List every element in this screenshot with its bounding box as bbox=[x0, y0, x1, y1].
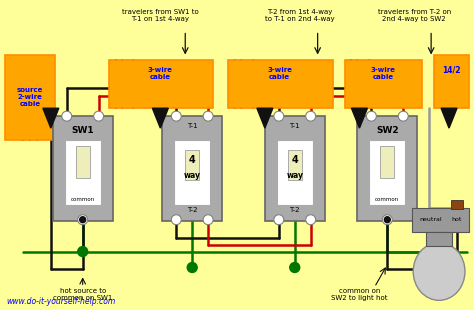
Circle shape bbox=[187, 263, 197, 272]
Text: SW1: SW1 bbox=[72, 126, 94, 135]
Bar bbox=[185, 150, 199, 180]
Circle shape bbox=[290, 263, 300, 272]
Text: 4: 4 bbox=[292, 155, 298, 165]
Circle shape bbox=[383, 215, 392, 225]
Bar bbox=[265, 116, 325, 221]
Bar bbox=[426, 232, 452, 246]
Bar bbox=[345, 60, 422, 108]
Circle shape bbox=[306, 215, 316, 225]
Text: www.do-it-yourself-help.com: www.do-it-yourself-help.com bbox=[6, 297, 115, 306]
Text: common: common bbox=[375, 197, 400, 202]
Polygon shape bbox=[43, 108, 59, 128]
Text: T-2 from 1st 4-way
to T-1 on 2nd 4-way: T-2 from 1st 4-way to T-1 on 2nd 4-way bbox=[265, 9, 335, 22]
Text: 4: 4 bbox=[189, 155, 196, 165]
Bar bbox=[288, 150, 302, 180]
Circle shape bbox=[80, 217, 86, 223]
Text: source
2-wire
cable: source 2-wire cable bbox=[17, 87, 43, 107]
Circle shape bbox=[274, 111, 284, 121]
Polygon shape bbox=[257, 108, 273, 128]
Bar bbox=[53, 116, 112, 221]
Bar bbox=[65, 140, 100, 205]
Bar bbox=[109, 60, 213, 108]
Text: common on
SW2 to light hot: common on SW2 to light hot bbox=[331, 288, 388, 301]
Text: 3-wire
cable: 3-wire cable bbox=[267, 67, 292, 80]
Circle shape bbox=[366, 111, 376, 121]
Text: neutral: neutral bbox=[420, 217, 442, 222]
Bar bbox=[162, 116, 222, 221]
Text: T-2: T-2 bbox=[290, 207, 300, 213]
Text: hot: hot bbox=[452, 217, 462, 222]
Text: way: way bbox=[184, 171, 201, 180]
Circle shape bbox=[94, 111, 104, 121]
Polygon shape bbox=[441, 108, 457, 128]
Bar bbox=[451, 200, 463, 209]
Text: T-1: T-1 bbox=[187, 123, 198, 129]
Bar bbox=[5, 55, 55, 140]
Text: way: way bbox=[286, 171, 303, 180]
Bar bbox=[174, 140, 210, 205]
Text: SW2: SW2 bbox=[376, 126, 399, 135]
Text: travelers from SW1 to
T-1 on 1st 4-way: travelers from SW1 to T-1 on 1st 4-way bbox=[122, 9, 199, 22]
Circle shape bbox=[171, 215, 181, 225]
Bar bbox=[76, 146, 90, 178]
Circle shape bbox=[274, 215, 284, 225]
Circle shape bbox=[171, 111, 181, 121]
Text: hot source to
common on SW1: hot source to common on SW1 bbox=[53, 288, 112, 301]
Circle shape bbox=[78, 246, 88, 257]
Bar bbox=[434, 55, 469, 108]
Text: T-2: T-2 bbox=[187, 207, 198, 213]
Circle shape bbox=[78, 215, 88, 225]
Polygon shape bbox=[152, 108, 168, 128]
Polygon shape bbox=[352, 108, 367, 128]
Bar bbox=[228, 60, 333, 108]
Circle shape bbox=[203, 111, 213, 121]
Bar bbox=[412, 208, 469, 232]
Circle shape bbox=[62, 111, 72, 121]
Ellipse shape bbox=[413, 243, 465, 300]
Text: T-1: T-1 bbox=[290, 123, 300, 129]
Bar bbox=[380, 146, 394, 178]
Text: common: common bbox=[71, 197, 95, 202]
Text: 3-wire
cable: 3-wire cable bbox=[371, 67, 396, 80]
Bar bbox=[277, 140, 313, 205]
Circle shape bbox=[398, 111, 408, 121]
Text: travelers from T-2 on
2nd 4-way to SW2: travelers from T-2 on 2nd 4-way to SW2 bbox=[378, 9, 451, 22]
Circle shape bbox=[203, 215, 213, 225]
Text: 3-wire
cable: 3-wire cable bbox=[148, 67, 173, 80]
Bar bbox=[357, 116, 417, 221]
Circle shape bbox=[306, 111, 316, 121]
Bar bbox=[369, 140, 405, 205]
Circle shape bbox=[384, 217, 390, 223]
Text: 14/2: 14/2 bbox=[442, 66, 460, 75]
